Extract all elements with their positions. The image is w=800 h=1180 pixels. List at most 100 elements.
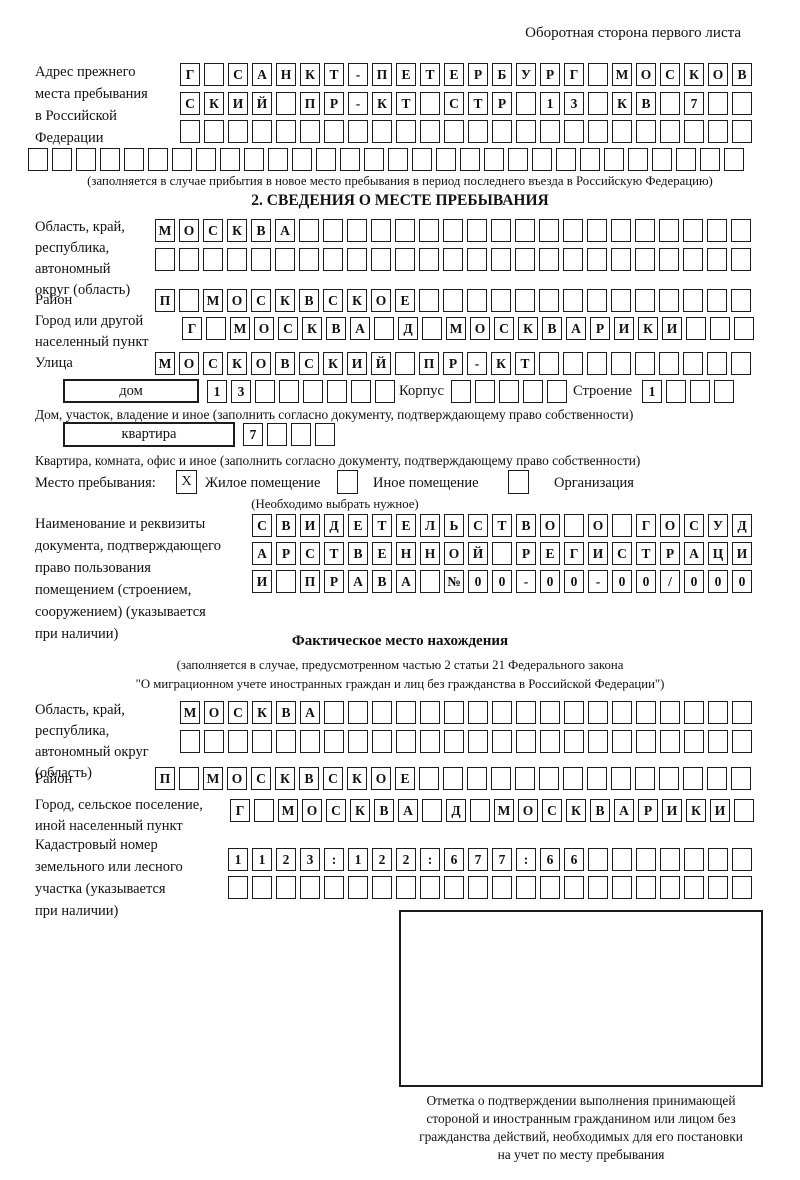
char-cell[interactable]	[539, 767, 559, 790]
char-cell[interactable]: Т	[324, 542, 344, 565]
char-cell[interactable]: 6	[540, 848, 560, 871]
char-cell[interactable]	[491, 248, 511, 271]
char-cell[interactable]: В	[299, 289, 319, 312]
char-cell[interactable]: Р	[324, 92, 344, 115]
char-cell[interactable]: Е	[395, 289, 415, 312]
char-cell[interactable]: А	[300, 701, 320, 724]
char-cell[interactable]	[523, 380, 543, 403]
char-cell[interactable]: 3	[231, 380, 251, 403]
char-cell[interactable]	[734, 799, 754, 822]
char-cell[interactable]	[659, 289, 679, 312]
char-cell[interactable]: И	[252, 570, 272, 593]
char-cell[interactable]	[374, 317, 394, 340]
char-cell[interactable]	[540, 876, 560, 899]
char-cell[interactable]: -	[588, 570, 608, 593]
char-cell[interactable]: С	[251, 767, 271, 790]
char-cell[interactable]	[564, 120, 584, 143]
char-cell[interactable]: У	[516, 63, 536, 86]
char-cell[interactable]: А	[566, 317, 586, 340]
char-cell[interactable]	[707, 219, 727, 242]
char-cell[interactable]: И	[710, 799, 730, 822]
char-cell[interactable]	[315, 423, 335, 446]
char-cell[interactable]: О	[660, 514, 680, 537]
char-cell[interactable]: 0	[468, 570, 488, 593]
char-cell[interactable]	[204, 730, 224, 753]
char-cell[interactable]	[611, 767, 631, 790]
char-cell[interactable]: А	[252, 542, 272, 565]
char-cell[interactable]	[492, 120, 512, 143]
char-cell[interactable]	[612, 514, 632, 537]
char-cell[interactable]	[708, 848, 728, 871]
char-cell[interactable]	[324, 701, 344, 724]
char-cell[interactable]	[516, 92, 536, 115]
char-cell[interactable]: П	[155, 767, 175, 790]
char-cell[interactable]: Й	[252, 92, 272, 115]
char-cell[interactable]	[588, 63, 608, 86]
char-cell[interactable]	[467, 289, 487, 312]
char-cell[interactable]: Р	[443, 352, 463, 375]
char-cell[interactable]	[468, 730, 488, 753]
char-cell[interactable]	[206, 317, 226, 340]
char-cell[interactable]	[659, 248, 679, 271]
char-cell[interactable]	[612, 701, 632, 724]
checkbox-residential[interactable]: X	[176, 470, 197, 494]
char-cell[interactable]	[540, 701, 560, 724]
char-cell[interactable]: :	[324, 848, 344, 871]
char-cell[interactable]	[412, 148, 432, 171]
char-cell[interactable]	[708, 730, 728, 753]
char-cell[interactable]: М	[203, 767, 223, 790]
char-cell[interactable]	[556, 148, 576, 171]
char-cell[interactable]	[460, 148, 480, 171]
char-cell[interactable]: С	[444, 92, 464, 115]
char-cell[interactable]	[372, 730, 392, 753]
char-cell[interactable]	[300, 876, 320, 899]
char-cell[interactable]: В	[542, 317, 562, 340]
char-cell[interactable]: Т	[636, 542, 656, 565]
char-cell[interactable]: А	[348, 570, 368, 593]
char-cell[interactable]: К	[252, 701, 272, 724]
char-cell[interactable]: А	[614, 799, 634, 822]
char-cell[interactable]: К	[275, 289, 295, 312]
char-cell[interactable]: Е	[372, 542, 392, 565]
char-cell[interactable]: Ь	[444, 514, 464, 537]
char-cell[interactable]	[372, 701, 392, 724]
char-cell[interactable]: 1	[228, 848, 248, 871]
char-cell[interactable]	[491, 767, 511, 790]
char-cell[interactable]	[491, 219, 511, 242]
char-cell[interactable]	[419, 219, 439, 242]
char-cell[interactable]: О	[444, 542, 464, 565]
char-cell[interactable]	[683, 219, 703, 242]
char-cell[interactable]: О	[371, 767, 391, 790]
char-cell[interactable]	[707, 767, 727, 790]
char-cell[interactable]: М	[494, 799, 514, 822]
char-cell[interactable]	[420, 120, 440, 143]
char-cell[interactable]	[659, 352, 679, 375]
char-cell[interactable]	[254, 799, 274, 822]
char-cell[interactable]	[52, 148, 72, 171]
char-cell[interactable]	[683, 767, 703, 790]
char-cell[interactable]: Т	[492, 514, 512, 537]
char-cell[interactable]	[179, 289, 199, 312]
char-cell[interactable]: И	[662, 799, 682, 822]
char-cell[interactable]: Й	[371, 352, 391, 375]
char-cell[interactable]	[303, 380, 323, 403]
char-cell[interactable]: С	[228, 63, 248, 86]
char-cell[interactable]	[204, 63, 224, 86]
char-cell[interactable]	[708, 876, 728, 899]
char-cell[interactable]	[588, 120, 608, 143]
char-cell[interactable]: Р	[324, 570, 344, 593]
char-cell[interactable]	[492, 730, 512, 753]
char-cell[interactable]: К	[518, 317, 538, 340]
char-cell[interactable]: Н	[276, 63, 296, 86]
char-cell[interactable]: А	[396, 570, 416, 593]
char-cell[interactable]	[563, 219, 583, 242]
char-cell[interactable]	[588, 876, 608, 899]
char-cell[interactable]	[422, 799, 442, 822]
char-cell[interactable]: 2	[372, 848, 392, 871]
char-cell[interactable]	[180, 730, 200, 753]
char-cell[interactable]: Й	[468, 542, 488, 565]
char-cell[interactable]	[734, 317, 754, 340]
char-cell[interactable]	[587, 248, 607, 271]
char-cell[interactable]: И	[614, 317, 634, 340]
char-cell[interactable]	[676, 148, 696, 171]
